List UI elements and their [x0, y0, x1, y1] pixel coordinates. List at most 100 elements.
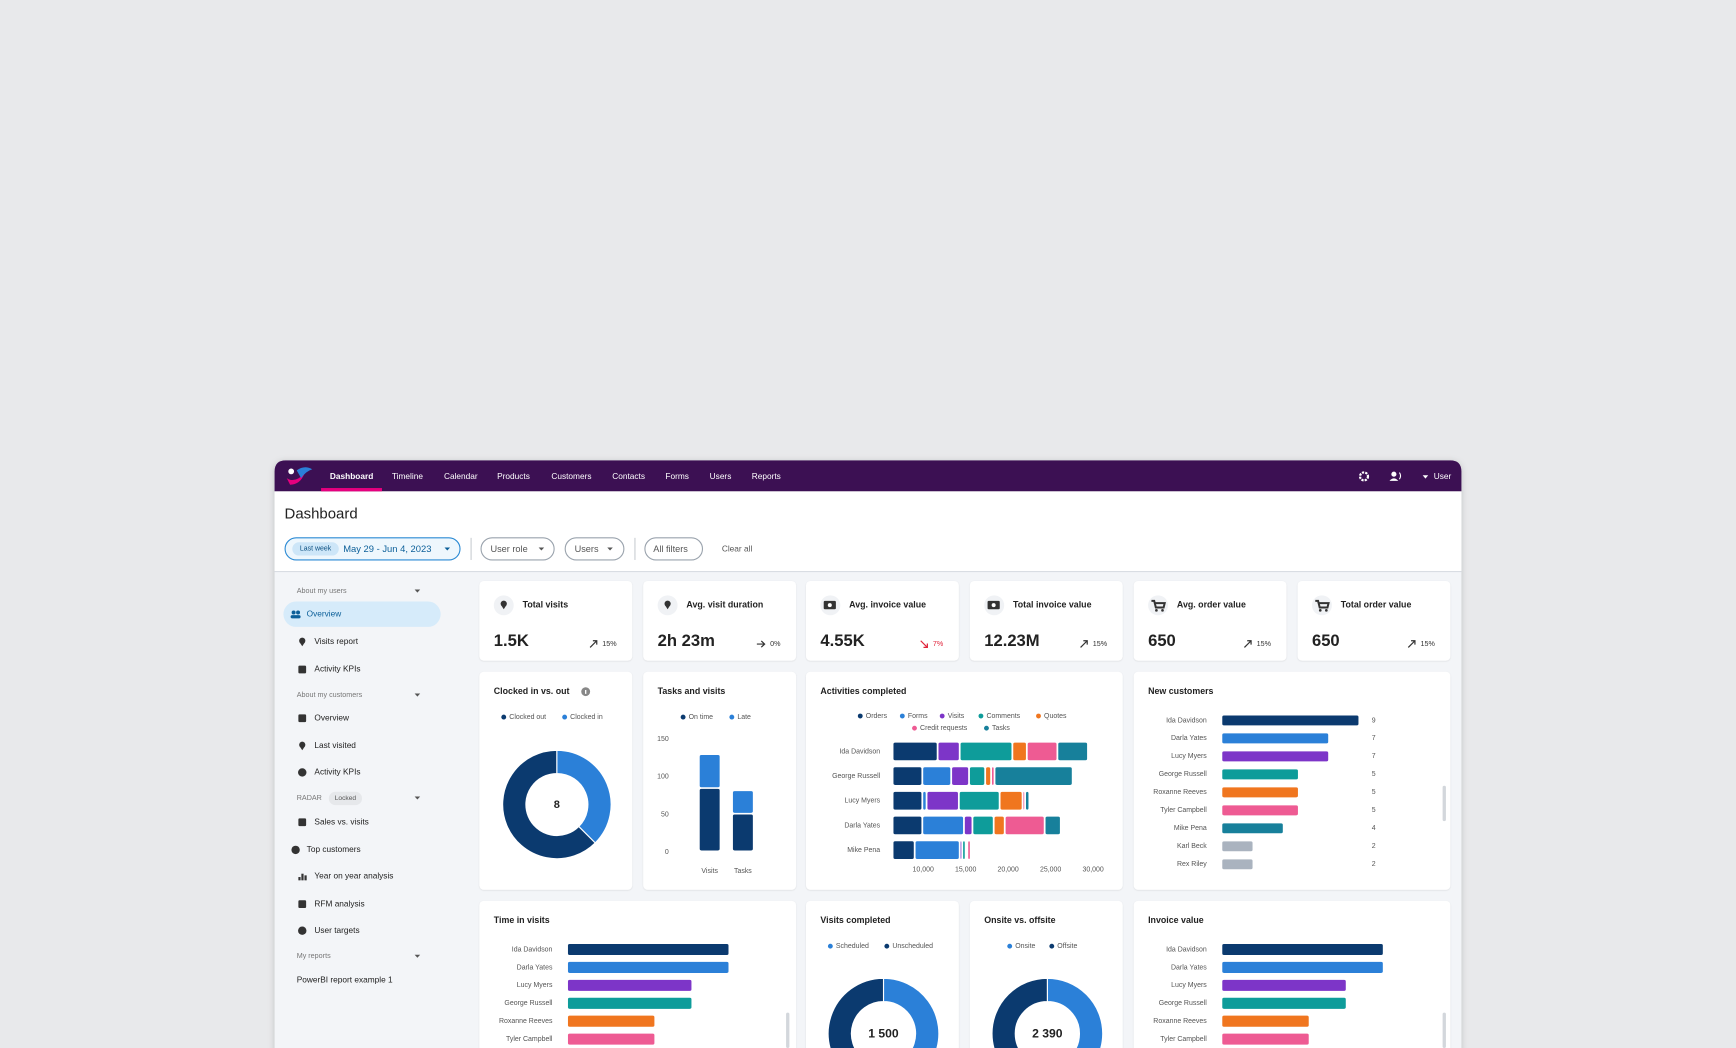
bar-segment [915, 841, 959, 859]
legend-swatch [912, 725, 917, 731]
value-label: 7 [1372, 735, 1376, 742]
chart-title: New customers [1148, 686, 1213, 696]
icon [291, 845, 300, 855]
legend-label: Tasks [992, 725, 1010, 732]
bar [1222, 805, 1298, 816]
y-tick-label: George Russell [1159, 1000, 1207, 1007]
scrollbar[interactable] [1442, 785, 1446, 822]
locked-label: Locked [335, 795, 357, 802]
sidebar-item[interactable]: Activity KPIs [314, 664, 360, 674]
chart-title: Visits completed [820, 915, 890, 925]
icon [299, 641, 306, 647]
sidebar-item[interactable]: Last visited [314, 740, 356, 750]
legend-swatch [827, 943, 833, 949]
nav-item[interactable]: Calendar [444, 471, 478, 481]
sidebar-item[interactable]: Activity KPIs [314, 767, 360, 777]
sidebar-item[interactable]: Year on year analysis [314, 871, 393, 881]
donut-center-label: 1 500 [868, 1026, 899, 1040]
chart-title: Time in visits [494, 915, 550, 925]
bar-segment [923, 767, 951, 785]
bar-segment [893, 767, 922, 785]
filter-chip[interactable] [644, 537, 704, 561]
trend-arrow [589, 640, 598, 648]
y-tick-label: Rex Riley [1177, 861, 1207, 868]
nav-item[interactable]: Customers [551, 471, 591, 481]
legend-label: Unscheduled [892, 943, 933, 950]
sidebar-item[interactable]: User targets [314, 925, 359, 935]
scrollbar[interactable] [1442, 1012, 1446, 1048]
donut-center-label: 2 390 [1032, 1026, 1063, 1040]
bar-segment [1005, 816, 1044, 835]
icon [296, 610, 301, 615]
kpi-value: 1.5K [494, 631, 529, 650]
nav-item[interactable]: Contacts [612, 471, 645, 481]
filter-chip-label: All filters [653, 544, 688, 554]
nav-item[interactable]: Users [710, 471, 732, 481]
y-tick-label: George Russell [1159, 771, 1207, 778]
y-tick-label: Ida Davidson [1166, 946, 1207, 953]
kpi-value: 2h 23m [658, 631, 715, 650]
icon [298, 714, 307, 723]
info-icon [585, 689, 587, 694]
sidebar-item[interactable]: PowerBI report example 1 [297, 975, 393, 985]
icon [664, 604, 671, 610]
sidebar-item[interactable]: Overview [314, 712, 350, 722]
x-tick-label: Visits [701, 868, 718, 875]
bar [1222, 943, 1383, 956]
nav-item[interactable]: Products [497, 471, 530, 481]
kpi-change: 15% [602, 639, 617, 648]
legend-label: Late [737, 714, 751, 721]
settings-icon[interactable] [1358, 471, 1370, 482]
value-label: 5 [1372, 807, 1376, 814]
icon [291, 610, 296, 615]
y-tick-label: 150 [657, 736, 669, 743]
nav-item[interactable]: Timeline [392, 471, 423, 481]
kpi-value: 650 [1312, 631, 1340, 650]
icon [1315, 599, 1330, 609]
bar-segment [963, 841, 965, 859]
y-tick-label: Karl Beck [1177, 843, 1207, 850]
bar-segment [893, 742, 937, 761]
user-menu[interactable]: User [1434, 471, 1452, 481]
nav-item[interactable]: Dashboard [330, 471, 373, 481]
sidebar-link[interactable]: Top customers [307, 844, 361, 854]
bar [1222, 979, 1346, 991]
bar-segment [927, 791, 958, 810]
kpi-value: 4.55K [820, 631, 864, 650]
legend-swatch [984, 725, 989, 731]
sidebar-item[interactable]: Visits report [314, 636, 358, 646]
filter-chip[interactable] [564, 537, 625, 561]
nav-item[interactable]: Forms [665, 471, 689, 481]
page-title: Dashboard [285, 506, 358, 523]
value-label: 5 [1372, 771, 1376, 778]
value-label: 7 [1372, 753, 1376, 760]
y-tick-label: Ida Davidson [512, 946, 553, 953]
caret [607, 547, 613, 551]
bar-segment [699, 788, 720, 851]
bar [567, 997, 692, 1009]
sidebar-item[interactable]: Overview [307, 608, 343, 618]
bar-segment [992, 767, 994, 785]
sidebar-item[interactable]: Sales vs. visits [314, 816, 368, 826]
legend-swatch [562, 714, 568, 720]
support-icon[interactable] [1389, 471, 1402, 481]
bar-segment [923, 816, 964, 835]
caret [414, 796, 421, 800]
y-tick-label: Lucy Myers [1171, 753, 1207, 760]
legend-label: Offsite [1057, 943, 1077, 950]
clear-filters[interactable]: Clear all [722, 544, 753, 554]
bar [1222, 733, 1329, 744]
filter-chip[interactable] [480, 537, 555, 561]
scrollbar[interactable] [786, 1012, 790, 1048]
kpi-change: 15% [1257, 639, 1272, 648]
header [274, 491, 1462, 572]
legend-swatch [1049, 943, 1055, 949]
bar-segment [732, 814, 753, 851]
sidebar-item[interactable]: RFM analysis [314, 898, 364, 908]
kpi-title: Total order value [1341, 600, 1412, 610]
nav-item[interactable]: Reports [752, 471, 781, 481]
legend-swatch [899, 713, 905, 719]
y-tick-label: 0 [665, 849, 669, 856]
